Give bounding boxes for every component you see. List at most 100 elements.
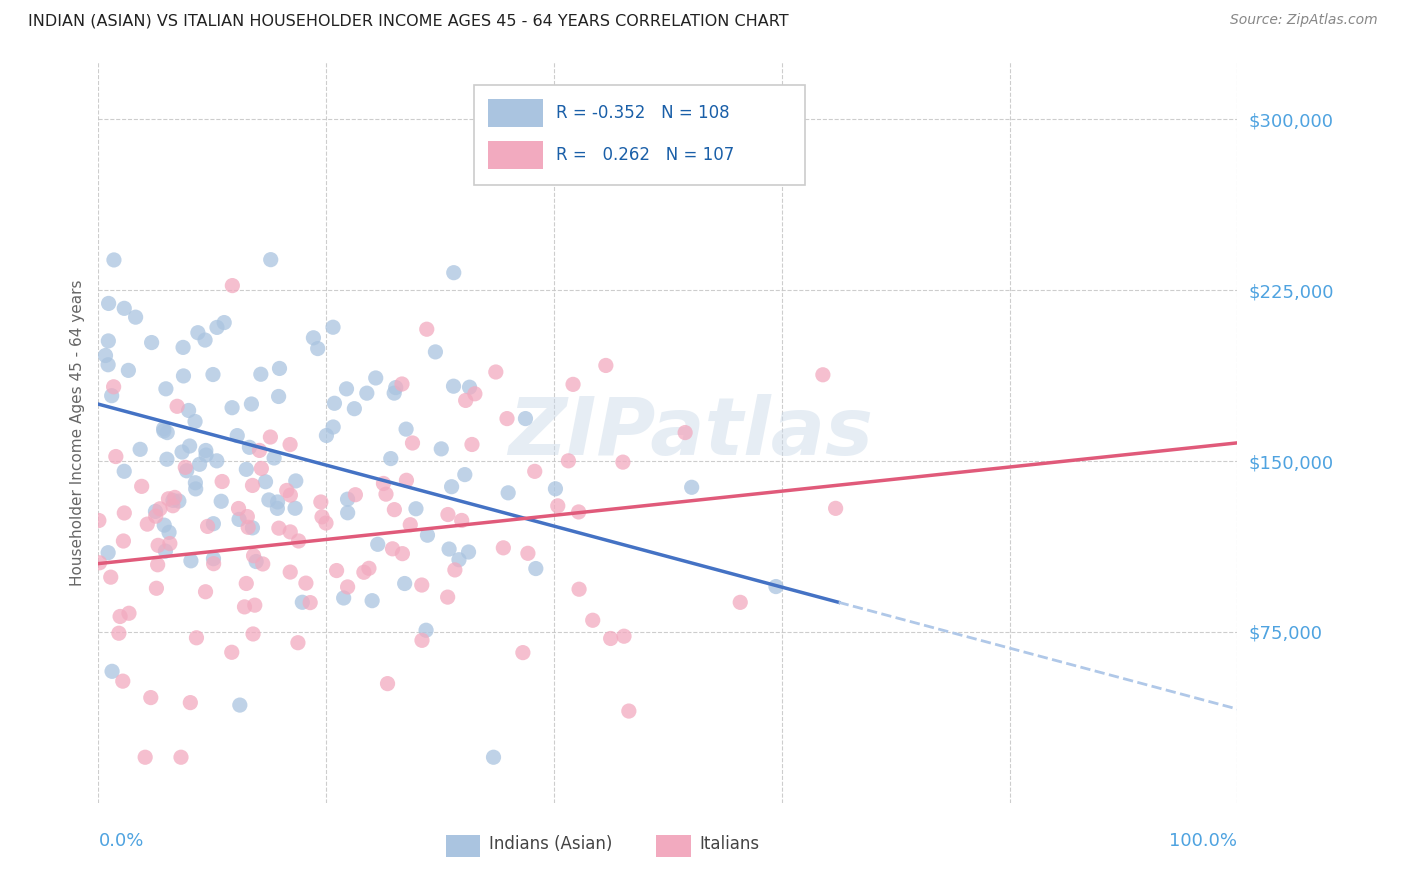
Point <box>162 499 184 513</box>
Point <box>221 401 243 415</box>
Point <box>205 320 228 334</box>
Point <box>612 455 634 469</box>
Point <box>221 278 243 293</box>
Point <box>155 382 177 396</box>
Point <box>681 480 703 494</box>
Text: R = -0.352   N = 108: R = -0.352 N = 108 <box>557 103 730 122</box>
Point <box>457 545 479 559</box>
Point <box>367 537 389 551</box>
Point <box>454 393 477 408</box>
Point <box>562 377 585 392</box>
Point <box>444 563 467 577</box>
Point <box>103 252 125 267</box>
Point <box>512 646 534 660</box>
Point <box>309 495 332 509</box>
Point <box>343 401 366 416</box>
Point <box>212 316 235 330</box>
Point <box>202 516 225 531</box>
Point <box>124 310 146 325</box>
Point <box>242 521 264 535</box>
Point <box>209 494 232 508</box>
Point <box>405 501 427 516</box>
Point <box>235 462 257 476</box>
Point <box>384 381 406 395</box>
Point <box>156 425 179 440</box>
Text: Indians (Asian): Indians (Asian) <box>489 835 613 853</box>
Point <box>595 359 617 373</box>
Point <box>516 546 538 560</box>
Point <box>163 491 186 505</box>
Point <box>159 536 181 550</box>
Point <box>180 554 202 568</box>
Point <box>811 368 834 382</box>
Text: Italians: Italians <box>700 835 759 853</box>
Point <box>613 629 636 643</box>
Point <box>325 564 347 578</box>
Point <box>166 400 188 414</box>
Point <box>111 674 134 689</box>
Point <box>336 506 359 520</box>
Point <box>87 514 110 528</box>
Point <box>145 504 167 518</box>
Point <box>315 516 337 530</box>
Point <box>242 627 264 641</box>
Point <box>211 475 233 489</box>
Point <box>568 582 591 597</box>
Point <box>259 430 281 444</box>
Point <box>167 494 190 508</box>
Point <box>146 538 169 552</box>
Point <box>129 442 152 457</box>
Point <box>228 512 250 526</box>
Point <box>269 361 291 376</box>
Point <box>557 454 579 468</box>
Point <box>430 442 453 456</box>
Point <box>278 437 301 451</box>
Point <box>252 557 274 571</box>
Point <box>323 396 346 410</box>
Point <box>108 626 131 640</box>
Point <box>284 474 307 488</box>
Point <box>287 636 309 650</box>
Point <box>153 424 176 438</box>
Point <box>311 509 333 524</box>
Point <box>205 454 228 468</box>
Point <box>117 363 139 377</box>
Point <box>443 379 465 393</box>
Point <box>295 576 318 591</box>
Point <box>332 591 354 605</box>
Point <box>544 482 567 496</box>
Point <box>728 595 751 609</box>
Point <box>179 696 201 710</box>
FancyBboxPatch shape <box>488 141 543 169</box>
Point <box>377 676 399 690</box>
Point <box>302 331 325 345</box>
Point <box>322 420 344 434</box>
Point <box>357 561 380 575</box>
Point <box>416 528 439 542</box>
Point <box>103 380 125 394</box>
Point <box>307 342 329 356</box>
Point <box>202 557 225 571</box>
Point <box>97 358 120 372</box>
Point <box>440 480 463 494</box>
Point <box>170 445 193 459</box>
Point <box>515 411 537 425</box>
Point <box>141 335 163 350</box>
Text: INDIAN (ASIAN) VS ITALIAN HOUSEHOLDER INCOME AGES 45 - 64 YEARS CORRELATION CHAR: INDIAN (ASIAN) VS ITALIAN HOUSEHOLDER IN… <box>28 13 789 29</box>
Point <box>177 403 200 417</box>
Point <box>238 520 260 534</box>
Point <box>547 499 569 513</box>
Point <box>485 365 508 379</box>
Point <box>599 632 621 646</box>
Point <box>399 517 422 532</box>
Point <box>496 411 519 425</box>
Point <box>188 458 211 472</box>
Point <box>112 534 135 549</box>
Point <box>174 460 197 475</box>
Point <box>149 501 172 516</box>
Point <box>394 576 416 591</box>
Point <box>194 443 217 458</box>
Text: Source: ZipAtlas.com: Source: ZipAtlas.com <box>1230 13 1378 28</box>
Point <box>194 333 217 347</box>
Point <box>260 252 283 267</box>
